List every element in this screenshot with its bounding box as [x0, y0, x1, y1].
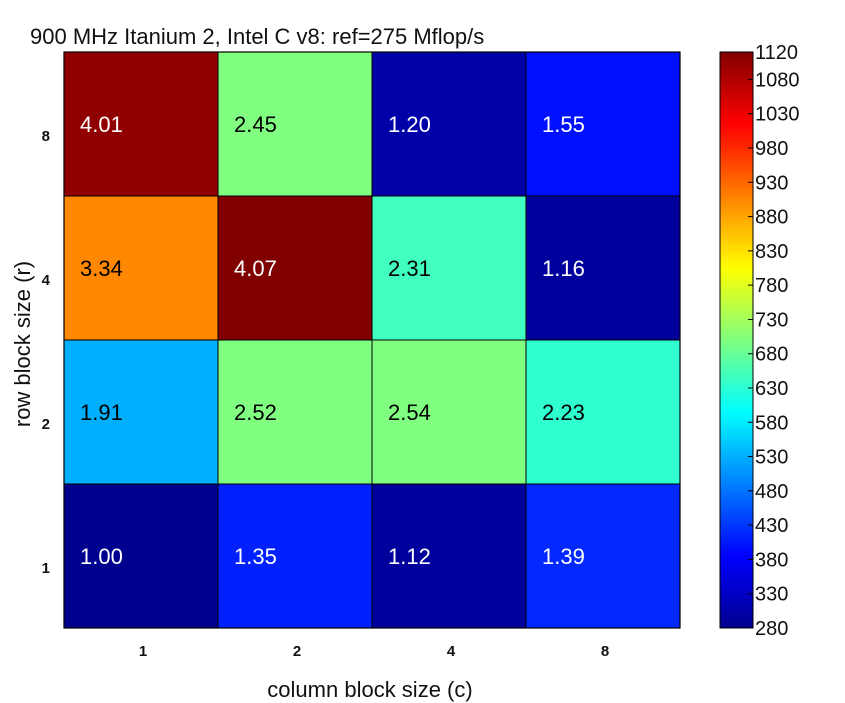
- cell-value-label: 4.01: [80, 112, 123, 137]
- cell-value-label: 1.16: [542, 256, 585, 281]
- colorbar-tick-label: 480: [755, 481, 788, 503]
- heatmap-cell: [371, 483, 527, 629]
- heatmap-cell: [63, 483, 219, 629]
- x-tick-label: 1: [139, 643, 147, 660]
- colorbar-tick-label: 780: [755, 275, 788, 297]
- colorbar-tick-label: 430: [755, 515, 788, 537]
- colorbar-tick-label: 380: [755, 549, 788, 571]
- y-tick-label: 2: [42, 416, 50, 433]
- heatmap-cell: [63, 51, 219, 197]
- heatmap-cell: [217, 195, 373, 341]
- x-axis-label: column block size (c): [267, 677, 472, 702]
- colorbar-tick-label: 580: [755, 412, 788, 434]
- colorbar-tick-label: 330: [755, 584, 788, 606]
- cell-value-label: 1.39: [542, 544, 585, 569]
- cell-value-label: 3.34: [80, 256, 123, 281]
- heatmap-cell: [525, 483, 681, 629]
- cell-value-label: 2.23: [542, 400, 585, 425]
- cell-value-label: 1.55: [542, 112, 585, 137]
- y-axis-label: row block size (r): [10, 261, 35, 427]
- cell-value-label: 2.31: [388, 256, 431, 281]
- colorbar-tick-label: 1080: [755, 69, 800, 91]
- colorbar-tick-label: 1030: [755, 104, 800, 126]
- cell-value-label: 2.45: [234, 112, 277, 137]
- heatmap-cell: [371, 195, 527, 341]
- plot-frame: [63, 51, 681, 629]
- cell-value-label: 4.07: [234, 256, 277, 281]
- colorbar-tick-label: 980: [755, 138, 788, 160]
- heatmap-cell: [525, 339, 681, 485]
- x-tick-label: 8: [601, 643, 609, 660]
- cell-value-label: 1.35: [234, 544, 277, 569]
- heatmap-cell: [525, 195, 681, 341]
- colorbar-tick-label: 280: [755, 618, 788, 640]
- y-tick-label: 8: [42, 128, 50, 145]
- colorbar-tick-label: 730: [755, 309, 788, 331]
- x-tick-label: 4: [447, 643, 456, 660]
- colorbar-tick-label: 630: [755, 378, 788, 400]
- cell-value-label: 1.00: [80, 544, 123, 569]
- colorbar-ticks: 1120 1080 1030 980 930 880 830 780 730 680 630 580 5…: [748, 42, 800, 640]
- heatmap-cell: [63, 195, 219, 341]
- plot-area: 4.01 2.45 1.20 1.55 3.34 4.07 2.31 1.16 1.91 2.52…: [63, 51, 681, 629]
- cell-value-label: 1.20: [388, 112, 431, 137]
- cell-value-label: 1.12: [388, 544, 431, 569]
- y-tick-label: 4: [42, 272, 51, 289]
- colorbar-tick-label: 1120: [755, 42, 798, 64]
- heatmap-cell: [525, 51, 681, 197]
- colorbar-tick-label: 880: [755, 207, 788, 229]
- chart-title: 900 MHz Itanium 2, Intel C v8: ref=275 M…: [30, 24, 484, 49]
- y-tick-label: 1: [42, 560, 50, 577]
- heatmap-cell: [217, 51, 373, 197]
- x-ticks: 1 2 4 8: [139, 643, 609, 660]
- colorbar-tick-label: 680: [755, 344, 788, 366]
- cell-value-label: 2.52: [234, 400, 277, 425]
- heatmap-cell: [217, 483, 373, 629]
- cell-value-label: 2.54: [388, 400, 431, 425]
- colorbar: [719, 51, 754, 629]
- colorbar-tick-label: 930: [755, 172, 788, 194]
- colorbar-tick-label: 830: [755, 241, 788, 263]
- heatmap-cell: [217, 339, 373, 485]
- cell-value-label: 1.91: [80, 400, 123, 425]
- y-ticks: 1 2 4 8: [42, 128, 51, 577]
- colorbar-tick-label: 530: [755, 447, 788, 469]
- x-tick-label: 2: [293, 643, 301, 660]
